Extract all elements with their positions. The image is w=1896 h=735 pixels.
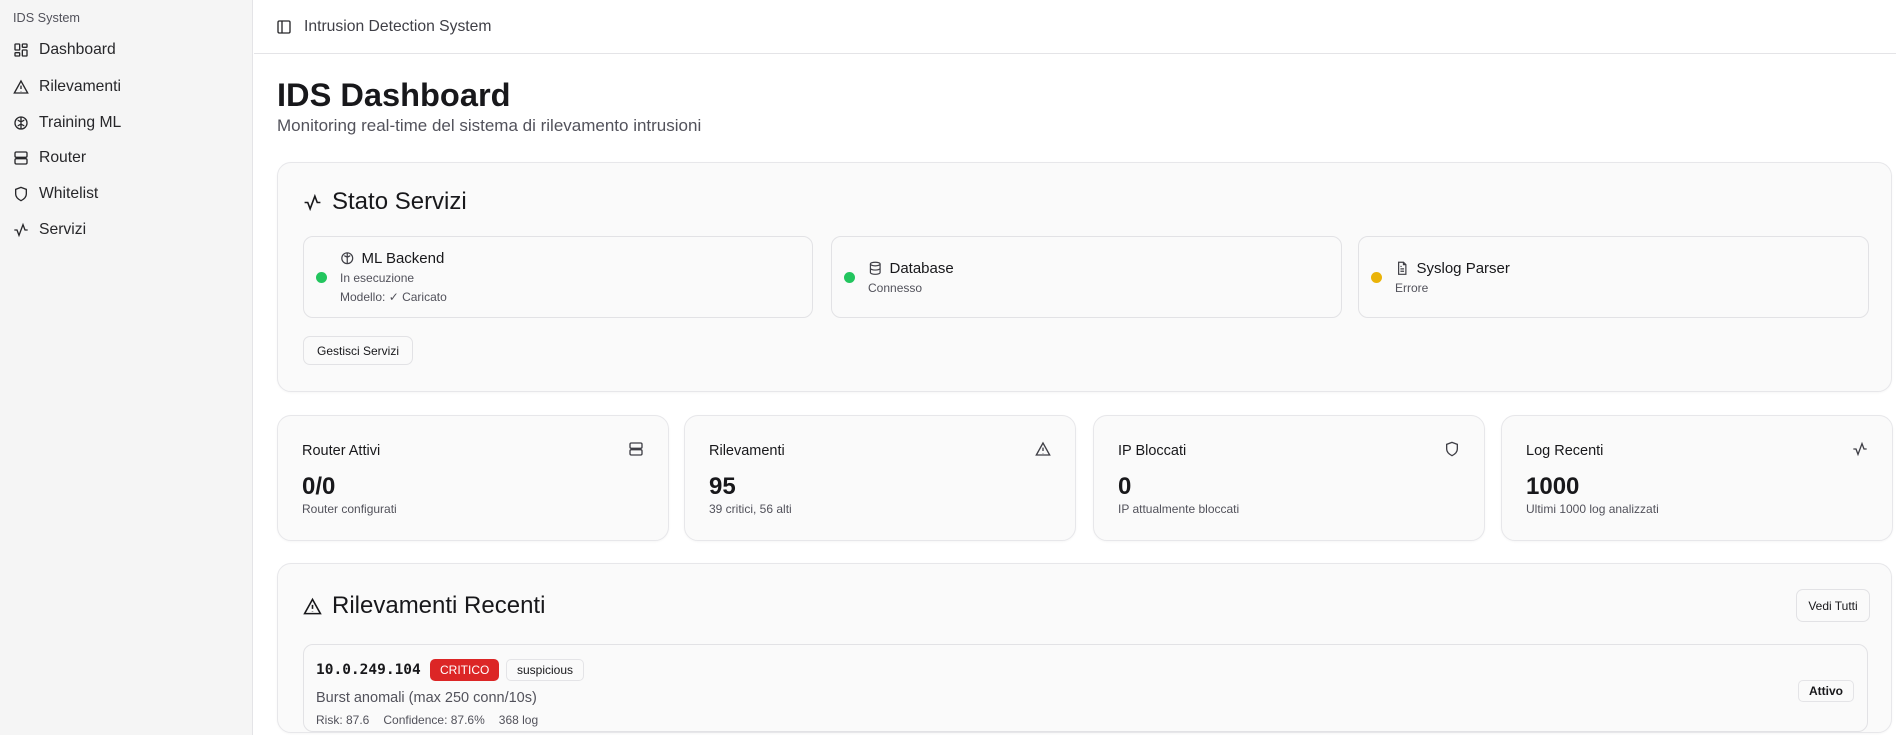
sidebar-item-label: Dashboard	[39, 40, 116, 58]
service-syslog-parser: Syslog Parser Errore	[1358, 236, 1869, 318]
warning-triangle-icon	[1035, 441, 1051, 456]
warning-triangle-icon	[13, 79, 29, 94]
stat-desc: IP attualmente bloccati	[1118, 502, 1240, 516]
services-title-text: Stato Servizi	[332, 188, 467, 215]
service-database: Database Connesso	[831, 236, 1342, 318]
header-title: Intrusion Detection System	[304, 17, 492, 35]
service-name-text: Syslog Parser	[1416, 260, 1510, 277]
service-name-text: ML Backend	[361, 250, 445, 267]
service-name: Syslog Parser	[1395, 260, 1510, 277]
brand: IDS System	[13, 11, 80, 25]
detection-ip: 10.0.249.104	[316, 662, 421, 678]
status-badge: Attivo	[1798, 680, 1854, 702]
manage-services-button[interactable]: Gestisci Servizi	[303, 336, 413, 365]
status-dot	[316, 272, 327, 283]
services-title: Stato Servizi	[303, 188, 467, 216]
brain-icon	[14, 115, 28, 130]
stat-desc: 39 critici, 56 alti	[709, 502, 792, 516]
confidence: Confidence: 87.6%	[383, 713, 485, 727]
service-name-text: Database	[889, 260, 954, 277]
activity-icon	[14, 222, 28, 237]
sidebar-item-router[interactable]: Router	[13, 144, 86, 171]
stat-value: 95	[709, 473, 736, 500]
service-name: Database	[868, 260, 954, 277]
page-subtitle: Monitoring real-time del sistema di rile…	[277, 116, 702, 135]
database-icon	[869, 261, 881, 276]
detection-meta: Risk: 87.6 Confidence: 87.6% 368 log	[316, 713, 538, 727]
sidebar-item-label: Servizi	[39, 220, 87, 238]
top-header: Intrusion Detection System	[254, 0, 1896, 54]
shield-icon	[15, 186, 27, 201]
stat-label: Log Recenti	[1526, 443, 1604, 459]
sidebar-item-label: Training ML	[39, 113, 122, 131]
brain-icon	[341, 252, 354, 265]
sidebar-item-training-ml[interactable]: Training ML	[13, 109, 121, 136]
detection-item[interactable]: 10.0.249.104 CRITICO suspicious Burst an…	[303, 644, 1868, 732]
recent-title: Rilevamenti Recenti	[303, 592, 545, 620]
sidebar: IDS System Dashboard Rilevamenti Trainin…	[0, 0, 253, 735]
stat-value: 0/0	[302, 473, 336, 500]
stat-card-rilevamenti: Rilevamenti 95 39 critici, 56 alti	[684, 415, 1076, 541]
file-text-icon	[1398, 261, 1407, 276]
stat-desc: Router configurati	[302, 502, 397, 516]
services-card: Stato Servizi ML Backend In esecuzione M…	[277, 162, 1892, 392]
sidebar-item-label: Rilevamenti	[39, 77, 121, 95]
activity-icon	[1853, 441, 1867, 457]
log-count: 368 log	[498, 713, 539, 727]
service-status: Errore	[1395, 281, 1429, 295]
status-dot	[1371, 272, 1382, 283]
service-name: ML Backend	[340, 250, 444, 267]
stat-card-router: Router Attivi 0/0 Router configurati	[277, 415, 669, 541]
stat-label: IP Bloccati	[1118, 443, 1187, 459]
type-badge: suspicious	[506, 659, 585, 681]
sidebar-item-label: Router	[39, 148, 87, 166]
sidebar-item-rilevamenti[interactable]: Rilevamenti	[13, 73, 121, 100]
shield-icon	[1446, 441, 1458, 457]
stat-label: Router Attivi	[302, 443, 381, 459]
stat-value: 1000	[1526, 473, 1580, 500]
recent-title-text: Rilevamenti Recenti	[332, 592, 546, 619]
sidebar-item-servizi[interactable]: Servizi	[13, 216, 86, 243]
status-dot	[844, 272, 855, 283]
sidebar-item-label: Whitelist	[39, 184, 99, 202]
sidebar-item-whitelist[interactable]: Whitelist	[13, 180, 98, 207]
server-icon	[629, 442, 643, 456]
severity-badge: CRITICO	[430, 659, 500, 681]
page-title: IDS Dashboard	[277, 76, 511, 113]
risk-score: Risk: 87.6	[316, 713, 370, 727]
sidebar-item-dashboard[interactable]: Dashboard	[13, 36, 116, 63]
service-ml-backend: ML Backend In esecuzione Modello: ✓ Cari…	[303, 236, 813, 318]
stat-label: Rilevamenti	[709, 443, 785, 459]
dashboard-grid-icon	[14, 42, 28, 57]
activity-icon	[304, 193, 321, 211]
service-status: In esecuzione	[340, 271, 415, 285]
recent-detections-card: Rilevamenti Recenti Vedi Tutti 10.0.249.…	[277, 563, 1892, 733]
server-icon	[14, 150, 28, 165]
stat-desc: Ultimi 1000 log analizzati	[1526, 502, 1659, 516]
warning-triangle-icon	[303, 597, 322, 614]
view-all-button[interactable]: Vedi Tutti	[1796, 589, 1870, 622]
detection-reason: Burst anomali (max 250 conn/10s)	[316, 690, 537, 706]
stat-value: 0	[1118, 473, 1132, 500]
sidebar-toggle-icon[interactable]	[276, 19, 292, 35]
stat-card-ip-bloccati: IP Bloccati 0 IP attualmente bloccati	[1093, 415, 1485, 541]
model-status: Modello: ✓ Caricato	[340, 290, 447, 304]
stat-card-log-recenti: Log Recenti 1000 Ultimi 1000 log analizz…	[1501, 415, 1893, 541]
service-status: Connesso	[868, 281, 923, 295]
